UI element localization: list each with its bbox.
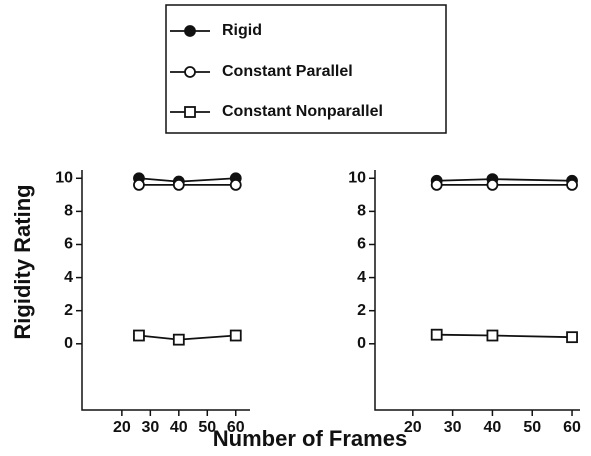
x-tick-label: 40 (170, 419, 188, 436)
marker (566, 178, 578, 191)
y-tick-label: 0 (357, 335, 366, 352)
y-tick-label: 4 (357, 269, 366, 286)
marker (486, 329, 499, 342)
marker (133, 178, 145, 191)
marker (184, 66, 196, 78)
y-tick-label: 2 (64, 302, 73, 319)
y-tick-label: 10 (55, 169, 73, 186)
y-tick-label: 10 (348, 169, 366, 186)
y-tick-label: 4 (64, 269, 73, 286)
x-tick-label: 60 (227, 419, 245, 436)
marker (172, 333, 185, 346)
marker (229, 329, 242, 342)
legend-label: Rigid (222, 22, 262, 39)
series-line (436, 178, 573, 182)
marker (172, 178, 185, 191)
y-axis-label: Rigidity Rating (10, 184, 35, 339)
x-tick-label: 60 (563, 419, 581, 436)
x-tick-label: 50 (198, 419, 216, 436)
y-tick-label: 8 (64, 203, 73, 220)
marker (184, 25, 196, 37)
marker (486, 178, 499, 191)
x-axis-label: Number of Frames (213, 426, 407, 451)
series-line (138, 177, 236, 183)
marker (229, 178, 242, 191)
series-line (436, 333, 573, 339)
marker (430, 178, 443, 191)
y-tick-label: 0 (64, 335, 73, 352)
y-tick-label: 6 (357, 236, 366, 253)
x-tick-label: 40 (484, 419, 502, 436)
marker (430, 328, 443, 341)
axis-line (81, 170, 250, 411)
marker (184, 106, 196, 118)
series-line (138, 334, 236, 341)
x-tick-label: 30 (141, 419, 159, 436)
x-tick-label: 20 (404, 419, 422, 436)
y-tick-label: 2 (357, 302, 366, 319)
marker (566, 331, 578, 344)
x-tick-label: 20 (113, 419, 131, 436)
axis-line (374, 170, 580, 411)
marker (133, 329, 145, 342)
legend-label: Constant Parallel (222, 63, 353, 80)
y-tick-label: 8 (357, 203, 366, 220)
legend-label: Constant Nonparallel (222, 103, 383, 120)
y-tick-label: 6 (64, 236, 73, 253)
x-tick-label: 30 (444, 419, 462, 436)
legend-box (165, 4, 447, 134)
x-tick-label: 50 (523, 419, 541, 436)
